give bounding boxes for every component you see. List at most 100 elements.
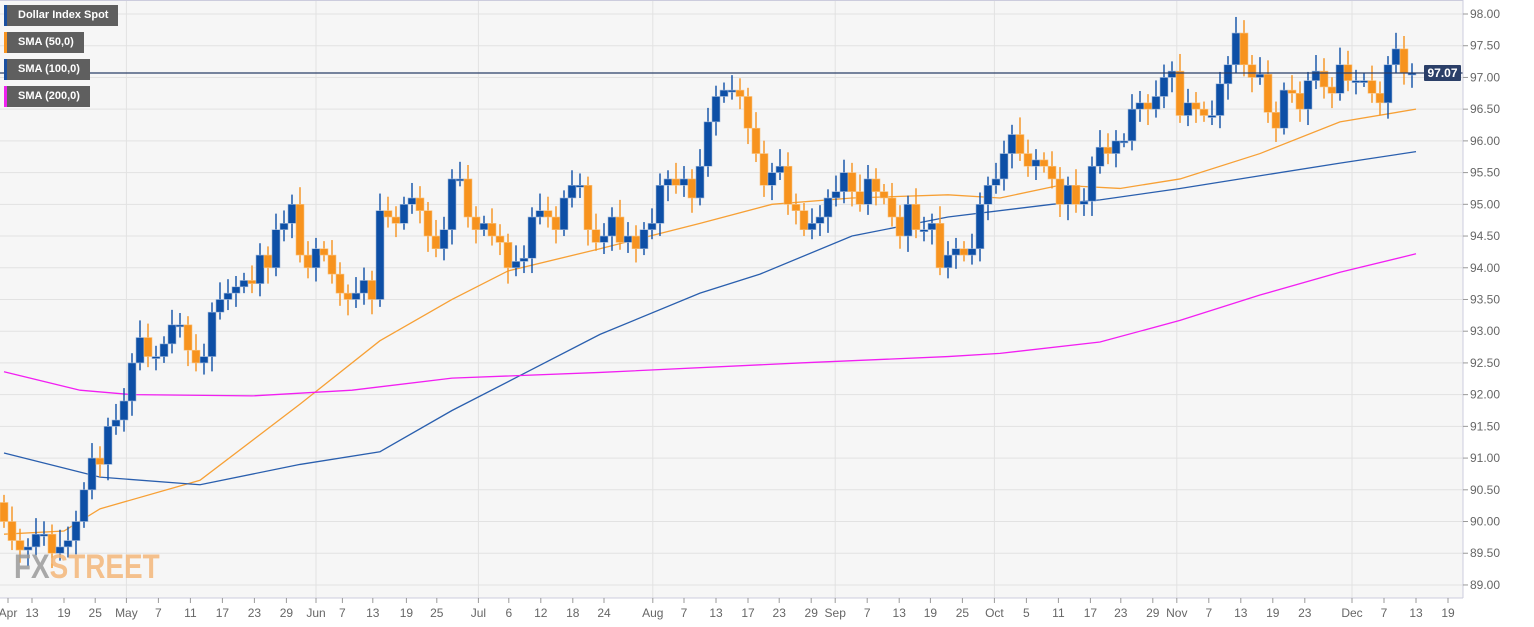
candle <box>703 107 713 177</box>
candle-body <box>687 178 697 199</box>
candle-body <box>943 254 953 269</box>
candle-body <box>567 184 577 199</box>
candle <box>1127 94 1137 151</box>
candle-body <box>1127 108 1137 142</box>
candle-body <box>1095 146 1105 167</box>
y-tick-label: 97.50 <box>1470 39 1500 53</box>
candle <box>639 222 649 256</box>
candle-body <box>1359 80 1369 83</box>
candle-body <box>159 343 169 357</box>
x-tick-label: 13 <box>709 606 723 620</box>
candle <box>743 87 753 145</box>
candle-body <box>1327 86 1337 94</box>
x-tick-label: 13 <box>893 606 907 620</box>
legend-dollar-index[interactable]: Dollar Index Spot <box>4 5 119 26</box>
candle <box>1071 169 1081 213</box>
candle <box>511 245 521 277</box>
candle <box>583 176 593 246</box>
sma-lines <box>3 108 1417 535</box>
candle-body <box>23 546 33 551</box>
y-tick-label: 98.00 <box>1470 7 1500 21</box>
candle-body <box>959 248 969 256</box>
candle <box>759 140 769 197</box>
candle-body <box>343 292 353 300</box>
last-price-line: 97.07 <box>0 64 1463 81</box>
candle-body <box>1055 178 1065 205</box>
candle <box>1111 130 1121 168</box>
candle <box>1015 117 1025 161</box>
candle-body <box>543 210 553 218</box>
candle <box>783 152 793 215</box>
candle <box>695 149 705 206</box>
candle-body <box>7 521 17 541</box>
x-tick-label: May <box>115 606 138 620</box>
candle-body <box>223 292 233 300</box>
x-tick-label: 19 <box>57 606 71 620</box>
y-tick-label: 91.50 <box>1470 419 1500 433</box>
x-tick-label: 17 <box>741 606 755 620</box>
candle-body <box>135 337 145 364</box>
legend-sma-200[interactable]: SMA (200,0) <box>4 86 90 107</box>
candle-body <box>639 229 649 250</box>
x-tick-label: 19 <box>924 606 938 620</box>
candle <box>943 241 953 279</box>
candle-body <box>231 286 241 294</box>
y-tick-label: 93.00 <box>1470 324 1500 338</box>
x-tick-label: 19 <box>1441 606 1455 620</box>
candle <box>1151 80 1161 118</box>
candle-body <box>703 121 713 167</box>
fxstreet-watermark: FXSTREET <box>14 548 160 587</box>
candle <box>1159 64 1169 109</box>
x-tick-label: 23 <box>1114 606 1128 620</box>
x-tick-label: 13 <box>366 606 380 620</box>
candle-body <box>1159 77 1169 97</box>
candle-body <box>615 216 625 243</box>
candle-body <box>983 184 993 205</box>
candle-body <box>1247 64 1257 78</box>
candle <box>799 203 809 237</box>
y-tick-label: 92.00 <box>1470 388 1500 402</box>
candle-body <box>527 216 537 259</box>
last-price-badge <box>1424 64 1461 81</box>
y-tick-label: 89.50 <box>1470 546 1500 560</box>
candle <box>983 176 993 221</box>
x-tick-label: 19 <box>1266 606 1280 620</box>
legend-sma-100[interactable]: SMA (100,0) <box>4 59 90 80</box>
candle <box>423 201 433 252</box>
candle-body <box>431 235 441 250</box>
candle-body <box>975 204 985 250</box>
candle-body <box>927 223 937 230</box>
candle-body <box>1215 83 1225 116</box>
candle <box>655 173 665 237</box>
candle <box>1039 152 1049 173</box>
x-tick-label: 5 <box>1023 606 1030 620</box>
candle-body <box>775 165 785 173</box>
candle-body <box>1143 102 1153 110</box>
sma-200-line <box>3 253 1417 397</box>
candle-body <box>1103 146 1113 154</box>
candle-body <box>951 248 961 256</box>
candle-body <box>1031 159 1041 167</box>
x-tick-label: 29 <box>1146 606 1160 620</box>
candle <box>1175 53 1185 123</box>
candle-body <box>743 96 753 129</box>
x-tick-label: 19 <box>400 606 414 620</box>
candle-body <box>1135 102 1145 110</box>
candle <box>711 85 721 136</box>
x-tick-label: 7 <box>155 606 162 620</box>
candle <box>79 482 89 528</box>
candle <box>327 240 337 284</box>
sma-100-line <box>3 151 1417 486</box>
candle-body <box>1319 70 1329 88</box>
candle-body <box>783 165 793 205</box>
candle <box>71 510 81 555</box>
candle-body <box>1303 80 1313 110</box>
candle-body <box>863 178 873 205</box>
candle <box>879 184 889 205</box>
candle-body <box>831 191 841 199</box>
y-tick-label: 91.00 <box>1470 451 1500 465</box>
candle <box>311 237 321 282</box>
legend-sma-50[interactable]: SMA (50,0) <box>4 32 84 53</box>
candle <box>47 524 57 569</box>
candle-body <box>607 216 617 237</box>
